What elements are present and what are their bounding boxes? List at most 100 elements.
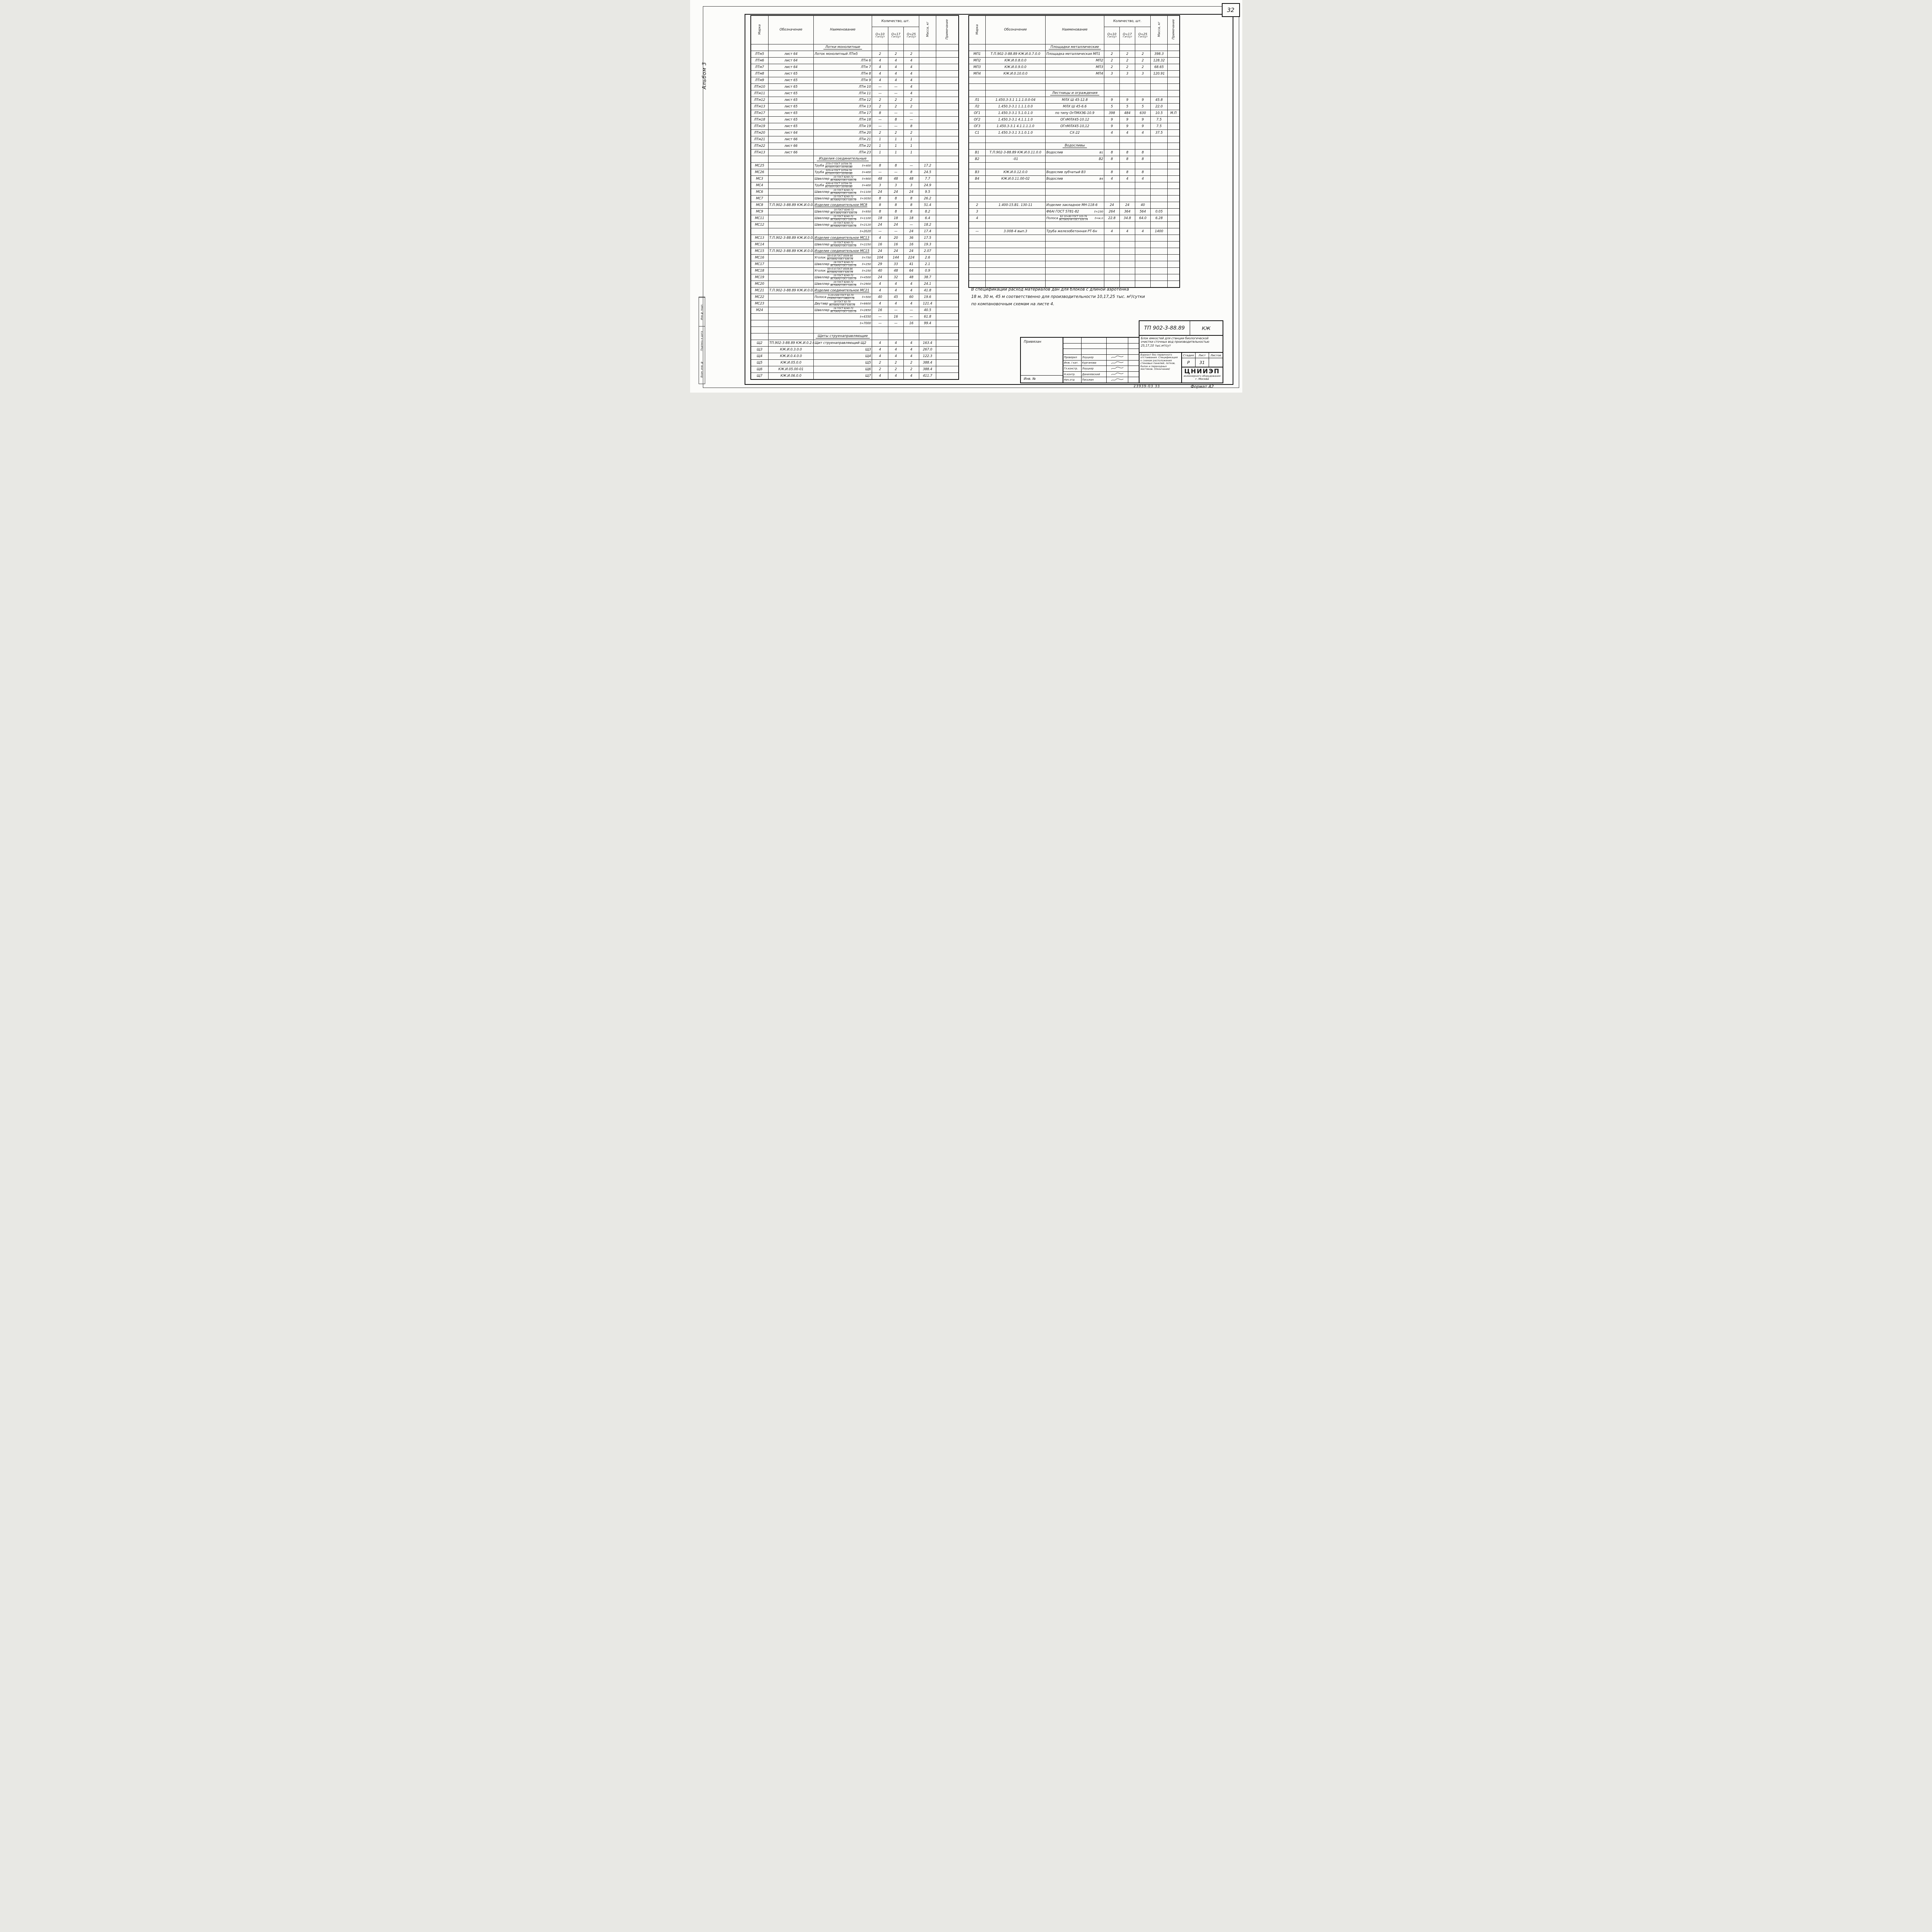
cell-naimenovanie: Водослив В4: [1045, 175, 1104, 182]
cell-q17: 2: [888, 103, 904, 110]
cell-oboznachenie: лист 66: [768, 149, 814, 156]
cell-naimenovanie: Швеллер 10 ГОСТ 8240-72 ВСт3кп2 ГОСТ 535-7…: [813, 221, 872, 228]
cell-marka: ЛТм8: [750, 70, 769, 77]
gost-bottom: ВСт3кп2 ГОСТ 535-79: [830, 284, 857, 287]
cell-q25: [1134, 44, 1151, 51]
cell-massa: 8.2: [919, 208, 937, 215]
gost-top: 50×5-6 ГОСТ 8509-86: [827, 268, 853, 271]
gost-top: 18 ГОСТ 8240-72: [830, 262, 857, 265]
cell-oboznachenie: [768, 307, 814, 314]
length-value: ℓ=500: [862, 295, 871, 299]
cell-naimenovanie: Швеллер 10 ГОСТ 8240-72 ВСт.3кп2 ГОСТ 535-…: [813, 208, 872, 215]
cell-q10: [1104, 267, 1120, 274]
section-title: Щиты струенаправляющие: [815, 334, 870, 339]
organization-city: г. Москва: [1195, 378, 1209, 381]
cell-q10: 22.8: [1104, 215, 1120, 222]
cell-q17: 4: [888, 287, 904, 294]
name-lead: Швеллер: [815, 275, 830, 279]
gost-fraction: 273×7 ГОСТ 10704-76 ВСт3сп ГОСТ 10705-80: [825, 163, 852, 169]
cell-massa: 45.8: [1150, 97, 1168, 104]
cell-massa: 37.5: [1150, 129, 1168, 136]
length-value: ℓ=1100: [860, 190, 871, 194]
cell-primechanie: [936, 320, 959, 327]
name-lead: Швеллер: [815, 242, 830, 246]
cell-massa: 17.4: [919, 228, 937, 235]
cell-q17: 5: [1119, 103, 1135, 110]
name-lead: Швеллер: [815, 196, 830, 200]
cell-q10: 1: [872, 136, 888, 143]
section-title: Изделия соединительные: [817, 157, 869, 162]
cell-section: Площадки металлические: [1045, 44, 1104, 51]
cell-oboznachenie: лист 65: [768, 83, 814, 90]
section-row: Лотки монолитные: [750, 44, 959, 51]
cell-oboznachenie: лист 65: [768, 103, 814, 110]
cell-massa: [919, 136, 937, 143]
table-row: ЛТм18 лист 65 ЛТм 18—8—: [750, 116, 959, 123]
cell-naimenovanie: ЛТм 23: [813, 149, 872, 156]
cell-q17: 4: [888, 57, 904, 64]
cell-q25: [1134, 195, 1151, 202]
cell-massa: [919, 333, 937, 340]
sig-date: [1128, 361, 1139, 366]
cell-oboznachenie: [768, 261, 814, 268]
cell-oboznachenie: 1.400-15.В1. 130-11: [985, 202, 1046, 209]
cell-q10: [1104, 254, 1120, 261]
sig-name: Письман: [1082, 377, 1107, 383]
name-lead: Двутавр: [815, 301, 828, 305]
cell-q10: —: [872, 169, 888, 176]
cell-q17: 4: [888, 77, 904, 84]
gost-fraction: 50×5-6 ГОСТ 8509-86 ВСт3кп2 ГОСТ 535-79: [827, 268, 853, 274]
cell-marka: Л1: [968, 97, 986, 104]
header-primechanie-label: Примечание: [945, 19, 949, 40]
cell-primechanie: [1167, 136, 1180, 143]
cell-marka: МС18: [750, 267, 769, 274]
table-row: 2 1.400-15.В1. 130-11 Изделие закладное МН…: [968, 202, 1180, 209]
cell-q10: [1104, 143, 1120, 150]
cell-oboznachenie: [985, 261, 1046, 268]
table-row: 3 Ф6АI ГОСТ 5781-82 ℓ=230 264 364 564 0.05: [968, 208, 1180, 215]
cell-q17: [1119, 267, 1135, 274]
cell-naimenovanie: Щ4: [813, 353, 872, 360]
cell-marka: ЛТм12: [750, 97, 769, 104]
cell-primechanie: [1167, 169, 1180, 176]
title-block: Привязан Инв. № Проверил Лоуцкер Инж. I ка…: [1020, 320, 1223, 383]
cell-naimenovanie: МЛХ Ш 45-12.8: [1045, 97, 1104, 104]
cell-primechanie: [1167, 123, 1180, 130]
name-with-gost: Труба 325×4 ГОСТ 10704-76 ВСт3сп ГОСТ 1070…: [815, 170, 871, 175]
item-name: Щ6: [865, 367, 871, 371]
cell-section: Щиты струенаправляющие: [813, 333, 872, 340]
cell-naimenovanie: [1045, 189, 1104, 196]
cell-primechanie: [1167, 57, 1180, 64]
cell-primechanie: [1167, 208, 1180, 215]
cell-naimenovanie: Швеллер 10 ГОСТ 8240-72 ВСт3кп2 ГОСТ 535-7…: [813, 215, 872, 222]
cell-q25: 4: [903, 64, 920, 71]
gost-bottom: ВСт3кп2 ГОСТ 535-79: [830, 192, 857, 195]
table-row: ЛТм5 лист 64 Лоток монолитный ЛТм5 2 2 2: [750, 51, 959, 58]
section-row: Лестницы и ограждения: [968, 90, 1180, 97]
cell-q25: 4: [903, 346, 920, 353]
cell-naimenovanie: [1045, 77, 1104, 84]
cell-q25: 24: [903, 228, 920, 235]
cell-massa: 24.9: [919, 182, 937, 189]
cell-q10: 398: [1104, 110, 1120, 117]
cell-primechanie: [936, 175, 959, 182]
cell-q17: 16: [888, 313, 904, 320]
length-value: ℓ=2120: [860, 223, 871, 227]
cell-q17: 24: [888, 248, 904, 255]
sig-signature: [1107, 343, 1128, 349]
section-row: Водосливы: [968, 143, 1180, 150]
cell-massa: [919, 57, 937, 64]
cell-naimenovanie: Площадка металлическая МП1: [1045, 51, 1104, 58]
cell-q10: —: [872, 123, 888, 130]
cell-q17: [1119, 221, 1135, 228]
cell-marka: МС26: [750, 169, 769, 176]
cell-q10: 4: [872, 340, 888, 347]
table-row: [750, 327, 959, 333]
cell-q17: [1119, 143, 1135, 150]
cell-marka: ЛТм10: [750, 83, 769, 90]
cell-q25: 48: [903, 175, 920, 182]
cell-q17: [1119, 162, 1135, 169]
gost-bottom: ВСт3кп2 ГОСТ 535-79: [827, 271, 853, 274]
name-with-gost: Швеллер 10 ГОСТ 8240-72 ВСт3кп2 ГОСТ 535-7…: [815, 176, 871, 182]
